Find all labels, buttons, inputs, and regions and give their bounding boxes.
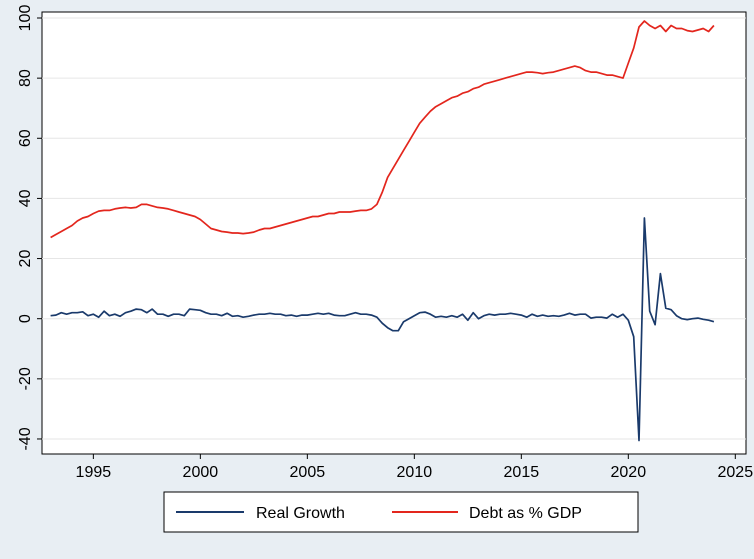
y-tick-label: 100 (17, 5, 34, 32)
x-tick-label: 2025 (718, 464, 754, 481)
axes: -40 -20 0 20 40 60 80 100 1995 2000 2005 2010 2015 20… (17, 5, 753, 481)
x-tick-label: 2005 (290, 464, 326, 481)
y-tick-label: -40 (17, 427, 34, 450)
y-tick-label: -20 (17, 367, 34, 390)
debt-gdp-line (50, 20, 715, 239)
legend: Real Growth Debt as % GDP (163, 491, 639, 533)
y-tick-label: 20 (17, 250, 34, 268)
x-tick-label: 2015 (504, 464, 540, 481)
legend-label-debt-gdp: Debt as % GDP (469, 505, 582, 522)
y-tick-label: 40 (17, 189, 34, 207)
y-tick-label: 60 (17, 129, 34, 147)
y-tick-label: 0 (17, 314, 34, 323)
legend-label-real-growth: Real Growth (256, 505, 345, 522)
x-tick-label: 1995 (76, 464, 112, 481)
y-tick-label: 80 (17, 69, 34, 87)
x-tick-label: 2010 (397, 464, 433, 481)
real-growth-line (50, 217, 715, 442)
x-tick-label: 2020 (611, 464, 647, 481)
x-tick-label: 2000 (183, 464, 219, 481)
series-layer (50, 20, 715, 442)
grid (42, 17, 746, 440)
plot-area (41, 11, 747, 455)
